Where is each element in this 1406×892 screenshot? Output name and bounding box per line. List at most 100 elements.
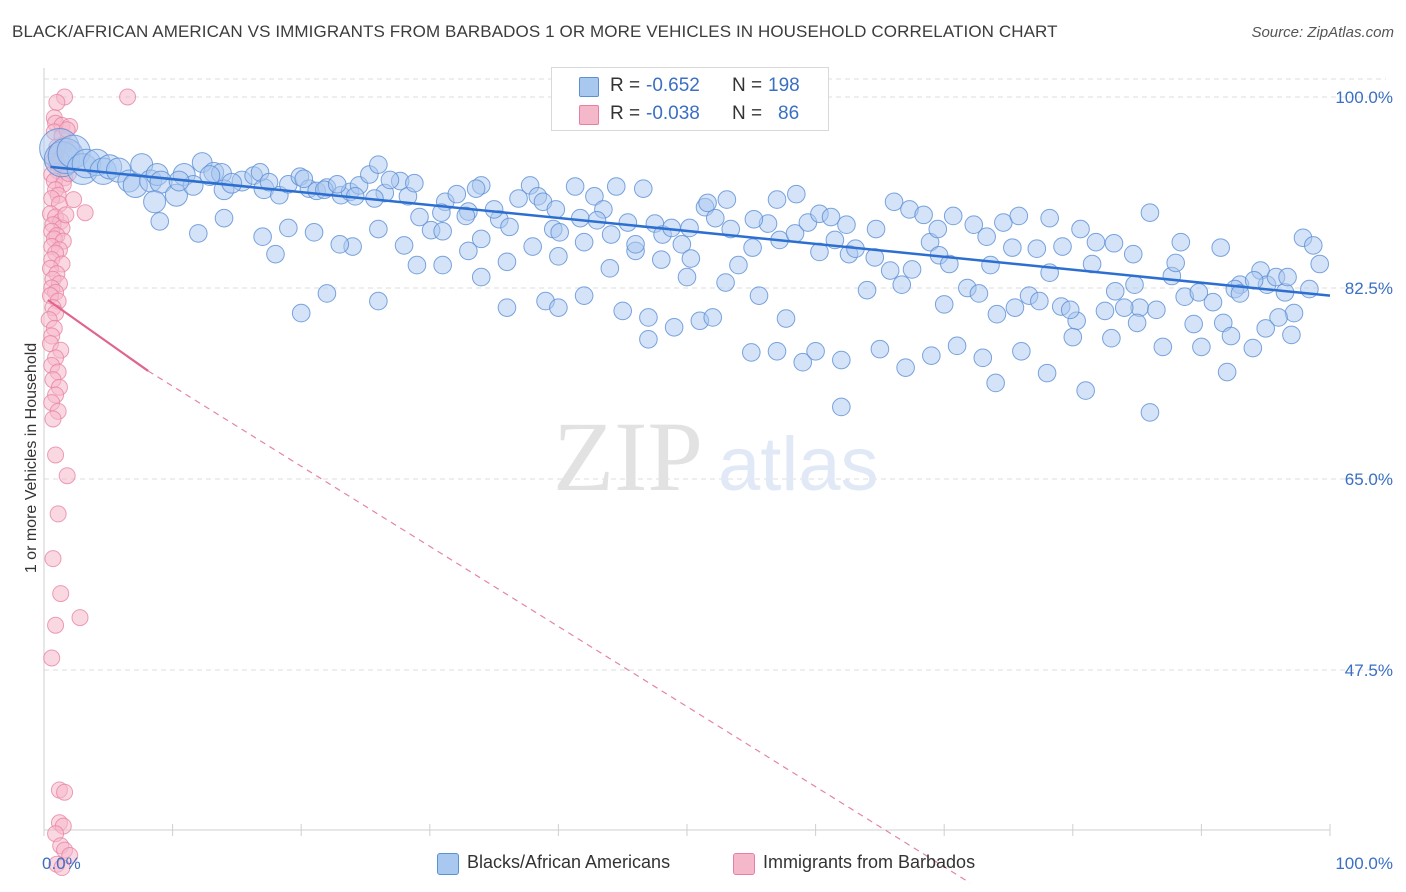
data-point-blacks bbox=[509, 189, 528, 208]
data-point-blacks bbox=[1063, 327, 1083, 347]
data-point-blacks bbox=[1230, 284, 1250, 303]
data-point-blacks bbox=[1147, 300, 1166, 320]
data-point-blacks bbox=[433, 255, 452, 275]
data-point-barbados bbox=[57, 206, 75, 224]
data-point-blacks bbox=[1037, 363, 1057, 383]
data-point-blacks bbox=[639, 329, 658, 349]
data-point-blacks bbox=[585, 187, 604, 206]
data-point-blacks bbox=[1221, 326, 1241, 346]
data-point-blacks bbox=[1269, 308, 1288, 327]
data-point-blacks bbox=[880, 261, 900, 280]
y-axis-label: 1 or more Vehicles in Household bbox=[23, 343, 40, 573]
data-point-blacks bbox=[994, 213, 1013, 232]
data-point-blacks bbox=[922, 346, 941, 365]
data-point-barbados bbox=[76, 204, 94, 222]
data-point-blacks bbox=[681, 249, 701, 268]
stats-n-label: N = bbox=[732, 103, 763, 124]
data-point-blacks bbox=[651, 250, 671, 269]
data-point-blacks bbox=[259, 172, 279, 192]
data-point-blacks bbox=[767, 190, 787, 209]
data-point-blacks bbox=[189, 224, 208, 243]
data-point-blacks bbox=[1060, 300, 1080, 320]
data-point-blacks bbox=[626, 235, 645, 254]
data-point-blacks bbox=[1030, 291, 1049, 311]
data-point-blacks bbox=[1003, 238, 1022, 257]
data-point-blacks bbox=[1140, 403, 1160, 422]
legend-swatch-blue bbox=[437, 853, 459, 875]
data-point-blacks bbox=[703, 308, 723, 327]
data-point-blacks bbox=[550, 223, 569, 242]
data-point-blacks bbox=[1027, 239, 1047, 259]
chart-title: BLACK/AFRICAN AMERICAN VS IMMIGRANTS FRO… bbox=[12, 22, 1058, 41]
data-point-blacks bbox=[606, 177, 626, 196]
data-point-blacks bbox=[1282, 325, 1301, 345]
data-point-blacks bbox=[884, 192, 904, 212]
data-point-blacks bbox=[821, 207, 841, 227]
data-point-blacks bbox=[459, 241, 478, 261]
data-point-blacks bbox=[574, 232, 594, 252]
data-point-blacks bbox=[327, 175, 347, 194]
legend-swatch-pink bbox=[733, 853, 755, 875]
data-point-blacks bbox=[743, 238, 762, 257]
data-point-blacks bbox=[698, 193, 717, 213]
data-point-barbados bbox=[61, 847, 79, 865]
data-point-blacks bbox=[793, 352, 813, 372]
data-point-blacks bbox=[1123, 244, 1143, 264]
data-point-blacks bbox=[1071, 219, 1090, 239]
source-label: Source: ZipAtlas.com bbox=[1251, 24, 1394, 41]
data-point-blacks bbox=[1102, 328, 1121, 348]
data-point-blacks bbox=[570, 208, 590, 228]
data-point-blacks bbox=[432, 203, 451, 222]
data-point-blacks bbox=[253, 227, 272, 247]
data-point-barbados bbox=[65, 191, 83, 209]
data-point-blacks bbox=[717, 190, 737, 209]
data-point-blacks bbox=[934, 295, 954, 314]
data-point-blacks bbox=[471, 229, 491, 249]
data-point-blacks bbox=[1310, 254, 1330, 274]
data-point-blacks bbox=[837, 215, 856, 234]
data-point-blacks bbox=[484, 200, 504, 219]
data-point-blacks bbox=[1095, 301, 1115, 321]
data-point-blacks bbox=[664, 317, 684, 337]
data-point-blacks bbox=[902, 260, 922, 279]
data-point-blacks bbox=[369, 291, 388, 311]
data-point-blacks bbox=[497, 298, 517, 317]
data-point-blacks bbox=[896, 358, 915, 377]
data-point-blacks bbox=[1284, 303, 1304, 323]
data-point-blacks bbox=[680, 218, 699, 238]
stats-r-value: -0.652 bbox=[646, 75, 700, 96]
data-point-blacks bbox=[749, 286, 769, 305]
data-point-blacks bbox=[574, 286, 594, 305]
watermark: ZIP atlas bbox=[553, 401, 879, 512]
data-point-barbados bbox=[48, 93, 66, 111]
data-point-blacks bbox=[1114, 298, 1134, 317]
y-tick-label: 65.0% bbox=[1345, 470, 1393, 489]
data-point-blacks bbox=[1153, 337, 1173, 357]
stats-swatch-pink bbox=[579, 105, 599, 125]
data-point-blacks bbox=[214, 208, 234, 228]
data-point-blacks bbox=[716, 273, 735, 292]
stats-n-value: 198 bbox=[768, 75, 800, 96]
data-point-blacks bbox=[466, 179, 486, 198]
stats-row-pink: R = -0.038 N = 86 bbox=[552, 100, 828, 130]
data-point-blacks bbox=[330, 235, 350, 254]
data-point-blacks bbox=[369, 155, 388, 174]
stats-row-blue: R = -0.652 N = 198 bbox=[552, 72, 828, 102]
x-tick-label: 0.0% bbox=[42, 854, 81, 873]
trend-line-blacks bbox=[50, 165, 1331, 297]
data-point-blacks bbox=[639, 308, 658, 327]
data-point-blacks bbox=[618, 213, 638, 232]
data-point-barbados bbox=[53, 859, 71, 877]
data-point-blacks bbox=[1217, 362, 1237, 382]
data-point-blacks bbox=[143, 190, 167, 214]
data-point-blacks bbox=[601, 225, 621, 244]
data-point-blacks bbox=[1171, 232, 1191, 252]
data-point-blacks bbox=[677, 267, 697, 287]
stats-box: R = -0.652 N = 198 R = -0.038 N = 86 bbox=[551, 67, 829, 131]
data-point-blacks bbox=[1053, 237, 1072, 256]
series-immigrants-from-barbados bbox=[40, 88, 137, 877]
y-tick-label: 82.5% bbox=[1345, 279, 1393, 298]
x-tick-label: 100.0% bbox=[1335, 854, 1393, 873]
data-point-barbados bbox=[47, 616, 65, 634]
